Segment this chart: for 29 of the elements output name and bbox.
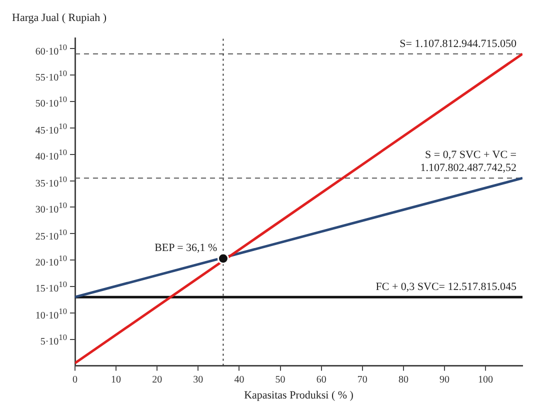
y-tick-label: 5·10$^{10}$	[40, 332, 67, 349]
y-tick-label: 50·10$^{10}$	[35, 94, 67, 111]
y-tick-label: 30·10$^{10}$	[35, 200, 67, 216]
annotation: S= 1.107.812.944.715.050	[400, 38, 516, 51]
y-tick-label: 15·10$^{10}$	[35, 279, 67, 296]
annotation: BEP = 36,1 %	[154, 242, 218, 256]
y-tick-label: 10·10$^{10}$	[35, 306, 67, 322]
annotation: FC + 0,3 SVC= 12.517.815.045	[376, 281, 516, 294]
y-tick-label: 55·10$^{10}$	[35, 68, 67, 84]
x-tick-label: 80	[398, 374, 408, 386]
x-tick-label: 60	[316, 374, 326, 386]
y-tick-label: 25·10$^{10}$	[35, 226, 67, 243]
x-axis-title: Kapasitas Produksi ( % )	[244, 389, 354, 402]
x-tick-label: 30	[193, 374, 204, 386]
y-tick-label: 40·10$^{10}$	[35, 147, 67, 164]
x-tick-label: 100	[478, 374, 494, 386]
x-tick-label: 50	[275, 374, 286, 386]
y-tick-label: 60·10$^{10}$	[35, 42, 67, 58]
x-tick-label: 0	[72, 374, 78, 386]
y-tick-label: 35·10$^{10}$	[35, 174, 67, 190]
x-tick-label: 90	[439, 374, 450, 386]
x-tick-label: 70	[357, 374, 368, 386]
y-axis-title: Harga Jual ( Rupiah )	[12, 12, 106, 25]
x-tick-label: 10	[111, 374, 122, 386]
y-tick-label: 45·10$^{10}$	[35, 120, 67, 138]
x-tick-label: 40	[234, 374, 244, 386]
annotation: S = 0,7 SVC + VC = 1.107.802.487.742,52	[420, 149, 516, 176]
x-tick-label: 20	[152, 374, 162, 386]
y-tick-label: 20·10$^{10}$	[35, 253, 67, 270]
